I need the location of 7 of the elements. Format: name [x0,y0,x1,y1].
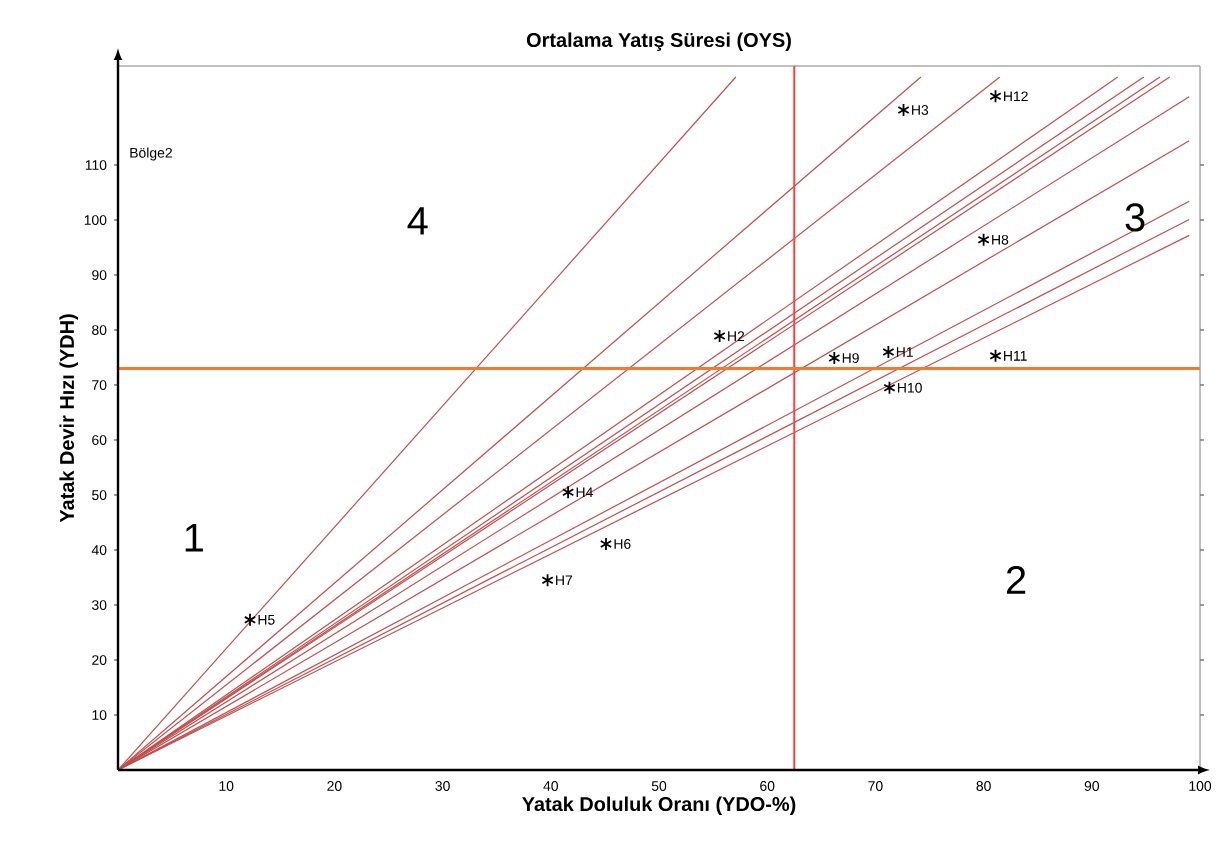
y-axis-title: Yatak Devir Hızı (YDH) [59,314,78,523]
annotation: 1 [185,523,203,552]
annotation: 2 [1006,566,1026,594]
annotation: 3 [1125,203,1145,232]
annotation: 4 [407,207,428,235]
x-axis-title: Yatak Doluluk Oranı (YDO-%) [522,796,796,816]
chart-title: Ortalama Yatış Süresi (OYS) [526,32,791,51]
